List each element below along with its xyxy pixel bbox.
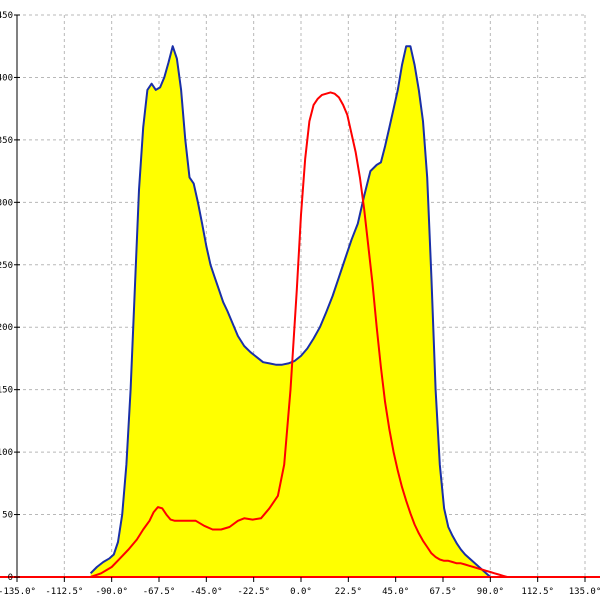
axes bbox=[0, 14, 600, 582]
x-tick-label: -135.0° bbox=[0, 587, 36, 597]
tick-labels: -135.0° -112.5° -90.0° -67.5° -45.0° -22.5° 0.… bbox=[0, 11, 600, 597]
y-tick-label: 300 bbox=[0, 198, 13, 208]
x-tick-label: 112.5° bbox=[521, 587, 554, 597]
series-1-line bbox=[90, 91, 516, 578]
x-tick-label: 90.0° bbox=[477, 587, 504, 597]
y-tick-label: 50 bbox=[2, 511, 13, 521]
x-tick-label: 22.5° bbox=[335, 587, 362, 597]
x-tick-label: -22.5° bbox=[237, 587, 270, 597]
y-tick-label: 0 bbox=[8, 573, 13, 583]
y-tick-label: 450 bbox=[0, 11, 13, 21]
series-0-area bbox=[90, 46, 516, 577]
series-layer bbox=[89, 45, 516, 578]
y-tick-label: 100 bbox=[0, 448, 13, 458]
x-tick-label: -112.5° bbox=[45, 587, 83, 597]
x-tick-label: 135.0° bbox=[569, 587, 600, 597]
y-tick-label: 250 bbox=[0, 261, 13, 271]
x-tick-label: 67.5° bbox=[429, 587, 456, 597]
y-tick-label: 200 bbox=[0, 323, 13, 333]
x-tick-label: 45.0° bbox=[382, 587, 409, 597]
x-tick-label: -90.0° bbox=[95, 587, 128, 597]
y-tick-label: 400 bbox=[0, 73, 13, 83]
x-tick-label: 0.0° bbox=[290, 587, 312, 597]
y-tick-label: 350 bbox=[0, 136, 13, 146]
series-0-line bbox=[89, 45, 516, 578]
x-tick-label: -45.0° bbox=[190, 587, 223, 597]
x-tick-label: -67.5° bbox=[143, 587, 176, 597]
y-tick-label: 150 bbox=[0, 386, 13, 396]
